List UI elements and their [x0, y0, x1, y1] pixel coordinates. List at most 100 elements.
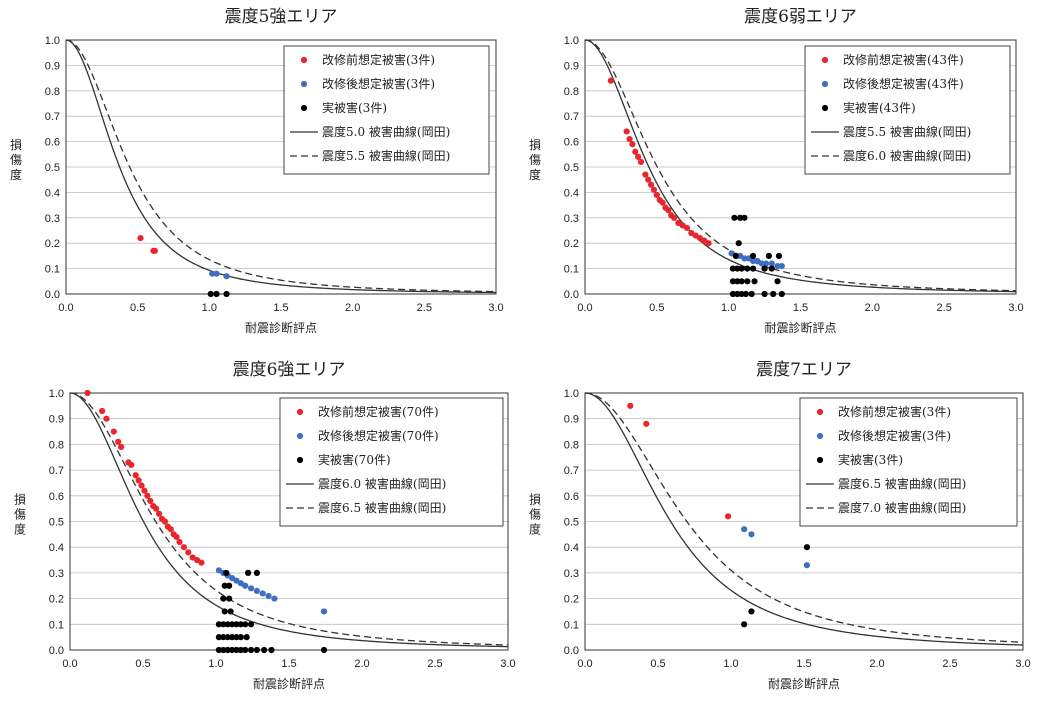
data-point-actual	[761, 265, 768, 272]
data-point-actual	[778, 290, 785, 298]
data-point-before	[629, 141, 636, 148]
data-point-actual	[748, 290, 755, 298]
data-point-actual	[741, 621, 748, 628]
data-point-before	[153, 505, 160, 512]
data-point-actual	[224, 634, 231, 641]
x-tick-label: 0.0	[577, 302, 592, 314]
y-tick-label: 0.6	[49, 491, 64, 503]
data-point-actual	[224, 646, 231, 654]
data-point-before	[176, 538, 183, 546]
data-point-before	[623, 128, 630, 135]
data-point-before	[650, 186, 658, 193]
plot-area-frame	[65, 39, 497, 295]
legend-label: 実被害(3件)	[838, 452, 903, 467]
data-point-after	[247, 585, 255, 592]
legend-label: 実被害(3件)	[322, 100, 387, 115]
legend-marker-actual	[296, 456, 304, 464]
data-point-after	[741, 526, 748, 533]
data-point-actual	[768, 265, 775, 272]
data-point-actual	[242, 621, 249, 628]
data-point-before	[659, 199, 666, 206]
data-point-actual	[744, 278, 751, 285]
y-tick-label: 0.0	[45, 289, 60, 301]
data-point-actual	[220, 621, 227, 628]
data-point-actual	[226, 595, 233, 602]
y-tick-label: 0.8	[49, 439, 64, 451]
data-point-after	[749, 257, 757, 265]
data-point-actual	[228, 634, 236, 641]
data-point-actual	[735, 240, 742, 247]
data-point-actual	[247, 621, 255, 628]
data-point-before	[161, 518, 168, 525]
data-point-actual	[242, 646, 249, 654]
y-tick-label: 0.5	[49, 517, 64, 529]
data-point-actual	[741, 214, 748, 221]
x-tick-label: 2.0	[865, 302, 880, 314]
x-axis-label: 耐震診断評点	[253, 676, 325, 691]
data-point-after	[209, 270, 216, 277]
damage-curve-dashed	[69, 392, 509, 646]
legend-label: 震度7.0 被害曲線(岡田)	[838, 500, 966, 515]
data-point-before	[118, 443, 125, 451]
data-point-actual	[761, 290, 768, 298]
x-tick-label: 0.5	[649, 302, 664, 314]
legend-box	[283, 45, 490, 175]
legend-marker-before	[821, 56, 829, 64]
data-point-before	[132, 472, 139, 479]
data-point-before	[103, 415, 110, 422]
y-tick-label: 1.0	[564, 388, 579, 400]
y-tick-label: 0.5	[564, 162, 579, 174]
data-point-before	[637, 158, 645, 166]
legend-label: 震度5.5 被害曲線(岡田)	[322, 148, 450, 163]
legend-marker-before	[816, 408, 824, 416]
data-point-actual	[223, 290, 230, 298]
data-point-before	[647, 181, 655, 188]
data-point-before	[645, 176, 652, 183]
data-point-before	[135, 477, 142, 484]
data-point-before	[632, 148, 639, 155]
y-tick-label: 0.2	[564, 594, 579, 606]
data-point-after	[774, 262, 781, 270]
legend-label: 震度6.5 被害曲線(岡田)	[838, 476, 966, 491]
damage-curve-dashed	[65, 39, 497, 293]
data-point-actual	[770, 290, 777, 298]
y-tick-label: 0.3	[564, 213, 579, 225]
data-point-before	[626, 135, 633, 143]
data-point-before	[635, 153, 642, 160]
y-tick-label: 0.9	[49, 414, 64, 426]
legend-label: 震度6.0 被害曲線(岡田)	[843, 148, 971, 163]
y-tick-label: 0.1	[564, 264, 579, 276]
data-point-actual	[237, 634, 244, 641]
data-point-actual	[253, 569, 260, 577]
chart-title: 震度6強エリア	[233, 360, 346, 380]
data-point-before	[167, 526, 174, 533]
x-axis-label: 耐震診断評点	[764, 320, 836, 335]
y-tick-label: 0.0	[49, 645, 64, 657]
legend-label: 改修前想定被害(70件)	[318, 404, 439, 419]
legend-marker-actual	[300, 104, 308, 112]
data-point-actual	[221, 582, 228, 589]
y-tick-label: 0.7	[45, 111, 60, 123]
y-tick-label: 0.4	[564, 187, 579, 199]
y-tick-label: 0.3	[45, 213, 60, 225]
data-point-actual	[233, 634, 240, 641]
x-tick-label: 2.0	[345, 302, 360, 314]
data-point-actual	[744, 265, 751, 272]
legend-marker-before	[296, 408, 304, 416]
legend-label: 改修前想定被害(43件)	[843, 52, 964, 67]
y-tick-label: 0.3	[49, 568, 64, 580]
y-tick-label: 0.7	[564, 111, 579, 123]
data-point-actual	[223, 569, 230, 577]
y-tick-label: 0.2	[564, 238, 579, 250]
x-tick-label: 3.0	[488, 302, 503, 314]
legend-marker-before	[300, 56, 308, 64]
y-tick-label: 0.6	[564, 491, 579, 503]
y-tick-label: 0.7	[49, 465, 64, 477]
data-point-actual	[226, 582, 233, 589]
data-point-actual	[233, 646, 240, 654]
data-point-after	[213, 270, 220, 277]
y-tick-label: 0.2	[45, 238, 60, 250]
x-tick-label: 1.5	[281, 658, 296, 670]
data-point-actual	[738, 278, 745, 285]
y-tick-label: 1.0	[49, 388, 64, 400]
